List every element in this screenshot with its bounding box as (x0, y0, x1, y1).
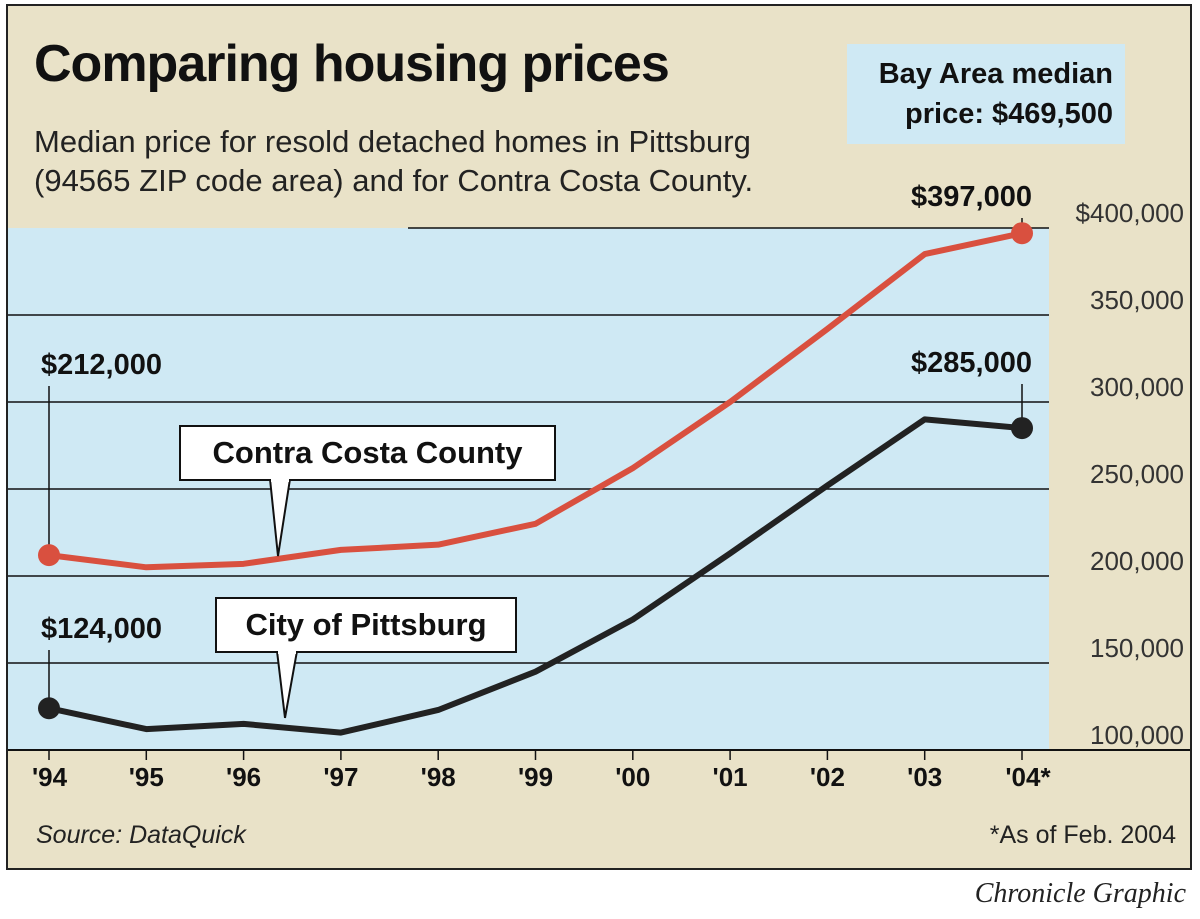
series-callout-box (179, 425, 556, 481)
source-note: Source: DataQuick (36, 821, 246, 849)
data-point (38, 697, 60, 720)
gridlines (8, 227, 1190, 751)
graphic-credit: Chronicle Graphic (974, 878, 1186, 909)
series-callouts: Contra Costa County City of Pittsburg (179, 425, 556, 719)
x-tick-label: '01 (713, 762, 748, 792)
x-tick-label: '00 (615, 762, 650, 792)
x-tick-label: '97 (323, 762, 358, 792)
x-tick-label: '94 (32, 762, 68, 792)
callout-joint (271, 477, 289, 482)
y-tick-label: 150,000 (1090, 633, 1184, 663)
y-tick-label: $400,000 (1076, 198, 1184, 228)
x-tick-label: '99 (518, 762, 553, 792)
value-annotation: $124,000 (41, 613, 162, 645)
bay-area-median-text: Bay Area median price: $469,500 (847, 54, 1125, 134)
series-name-label: City of Pittsburg (245, 607, 486, 642)
bay-area-median-box: Bay Area median price: $469,500 (847, 44, 1125, 144)
callout-joint (278, 649, 296, 654)
data-point (1011, 417, 1033, 440)
y-tick-label: 250,000 (1090, 459, 1184, 489)
x-tick-label: '03 (907, 762, 942, 792)
series-name-label: Contra Costa County (213, 435, 524, 470)
x-tick-label: '02 (810, 762, 845, 792)
bay-area-line-2: price: $469,500 (905, 98, 1113, 130)
y-tick-label: 100,000 (1090, 720, 1184, 750)
line-chart: $400,000 350,000 300,000 250,000 200,000 150,… (8, 181, 1190, 792)
x-tick-label: '95 (129, 762, 164, 792)
value-annotations: $212,000 $397,000 $124,000 $285,000 (41, 181, 1032, 645)
x-tick-label: '96 (226, 762, 261, 792)
value-annotation: $212,000 (41, 349, 162, 381)
value-annotation: $397,000 (911, 181, 1032, 213)
y-tick-label: 200,000 (1090, 546, 1184, 576)
series-line (46, 230, 1025, 571)
footnote: *As of Feb. 2004 (989, 821, 1176, 849)
chart-subtitle: Median price for resold detached homes i… (34, 124, 754, 198)
x-tick-label: '04* (1005, 762, 1051, 792)
y-tick-labels: $400,000 350,000 300,000 250,000 200,000 150,… (1076, 198, 1184, 750)
series-line (46, 416, 1025, 736)
chart-frame: $400,000 350,000 300,000 250,000 200,000 150,… (6, 4, 1192, 870)
x-tick-labels: '94 '95 '96 '97 '98 '99 '00 '01 '02 '03 '04* (32, 750, 1051, 792)
y-tick-label: 300,000 (1090, 372, 1184, 402)
data-point (1011, 222, 1033, 245)
x-tick-label: '98 (421, 762, 456, 792)
series-callout-box (215, 597, 517, 653)
chart-title: Comparing housing prices (34, 35, 670, 93)
bay-area-line-1: Bay Area median (878, 58, 1113, 90)
value-annotation: $285,000 (911, 347, 1032, 379)
series-lines (38, 222, 1033, 736)
data-point (38, 544, 60, 567)
y-tick-label: 350,000 (1090, 285, 1184, 315)
